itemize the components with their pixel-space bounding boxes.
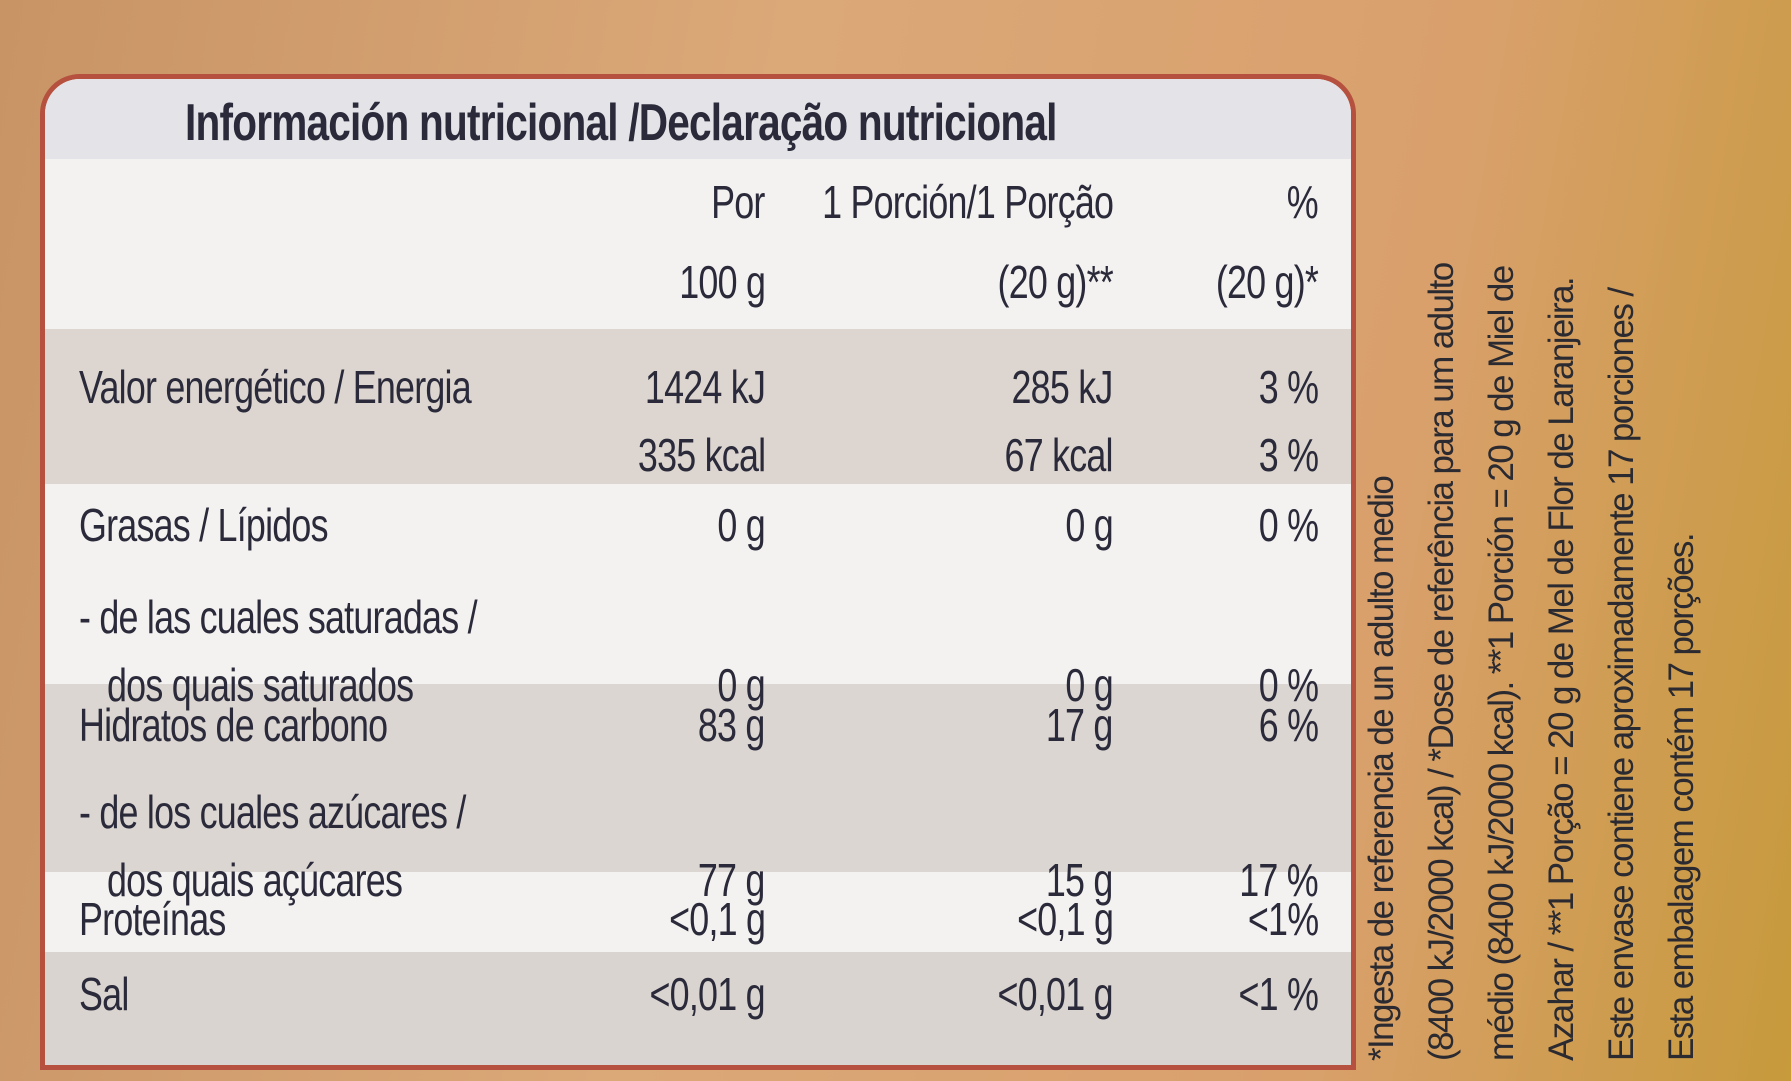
cell-value: <0,1 g xyxy=(1016,893,1114,945)
footnote-line: (8400 kJ/2000 kcal) / *Dose de referênci… xyxy=(1422,263,1461,1061)
row-label: - de los cuales azúcares / xyxy=(79,786,466,838)
cell-value: 0 % xyxy=(1258,499,1319,551)
cell-value: <1 % xyxy=(1238,968,1318,1020)
column-header: (20 g)* xyxy=(1215,256,1319,308)
cell-value: 6 % xyxy=(1258,699,1319,751)
footnote: *Ingesta de referencia de un adulto medi… xyxy=(1352,96,1732,1061)
cell-value: 77 g xyxy=(698,854,765,906)
cell-value: 0 g xyxy=(1065,499,1113,551)
cell-value: 0 g xyxy=(717,499,765,551)
row-band xyxy=(45,952,1351,1065)
row-label: dos quais saturados xyxy=(107,659,414,711)
row-band xyxy=(45,684,1351,872)
footnote-line: Esta embalagem contém 17 porções. xyxy=(1662,534,1701,1061)
row-label: Proteínas xyxy=(79,893,226,945)
cell-value: <1% xyxy=(1247,893,1319,945)
table-title: Información nutricional /Declaração nutr… xyxy=(185,94,1057,152)
footnote-line: médio (8400 kJ/2000 kcal). **1 Porción =… xyxy=(1482,266,1521,1061)
cell-value: 335 kcal xyxy=(637,429,766,481)
nutrition-table: Información nutricional /Declaração nutr… xyxy=(40,74,1356,1070)
cell-value: 15 g xyxy=(1046,854,1113,906)
cell-value: <0,01 g xyxy=(997,968,1114,1020)
row-label: Valor energético / Energia xyxy=(79,361,472,413)
cell-value: 3 % xyxy=(1258,361,1319,413)
cell-value: <0,1 g xyxy=(668,893,766,945)
cell-value: 1424 kJ xyxy=(644,361,766,413)
row-label: Grasas / Lípidos xyxy=(79,499,329,551)
row-band xyxy=(45,329,1351,484)
cell-value: 285 kJ xyxy=(1011,361,1114,413)
title-band xyxy=(45,79,1351,159)
column-header: 1 Porción/1 Porção xyxy=(821,176,1114,228)
footnote-line: Azahar / **1 Porção = 20 g de Mel de Flo… xyxy=(1542,278,1581,1061)
cell-value: <0,01 g xyxy=(649,968,766,1020)
cell-value: 67 kcal xyxy=(1004,429,1114,481)
footnote-line: *Ingesta de referencia de un adulto medi… xyxy=(1362,476,1401,1061)
row-label: Sal xyxy=(79,968,129,1020)
cell-value: 17 g xyxy=(1046,699,1113,751)
row-label: - de las cuales saturadas / xyxy=(79,591,478,643)
row-band xyxy=(45,872,1351,952)
cell-value: 17 % xyxy=(1239,854,1318,906)
column-header: Por xyxy=(711,176,765,228)
row-label: dos quais açúcares xyxy=(107,854,403,906)
row-label: Hidratos de carbono xyxy=(79,699,388,751)
cell-value: 0 g xyxy=(1065,659,1113,711)
column-header: (20 g)** xyxy=(997,256,1114,308)
cell-value: 83 g xyxy=(698,699,765,751)
cell-value: 3 % xyxy=(1258,429,1319,481)
column-header: 100 g xyxy=(679,256,766,308)
cell-value: 0 g xyxy=(717,659,765,711)
cell-value: 0 % xyxy=(1258,659,1319,711)
footnote-line: Este envase contiene aproximadamente 17 … xyxy=(1602,288,1641,1061)
column-header: % xyxy=(1286,176,1319,228)
row-band xyxy=(45,484,1351,684)
